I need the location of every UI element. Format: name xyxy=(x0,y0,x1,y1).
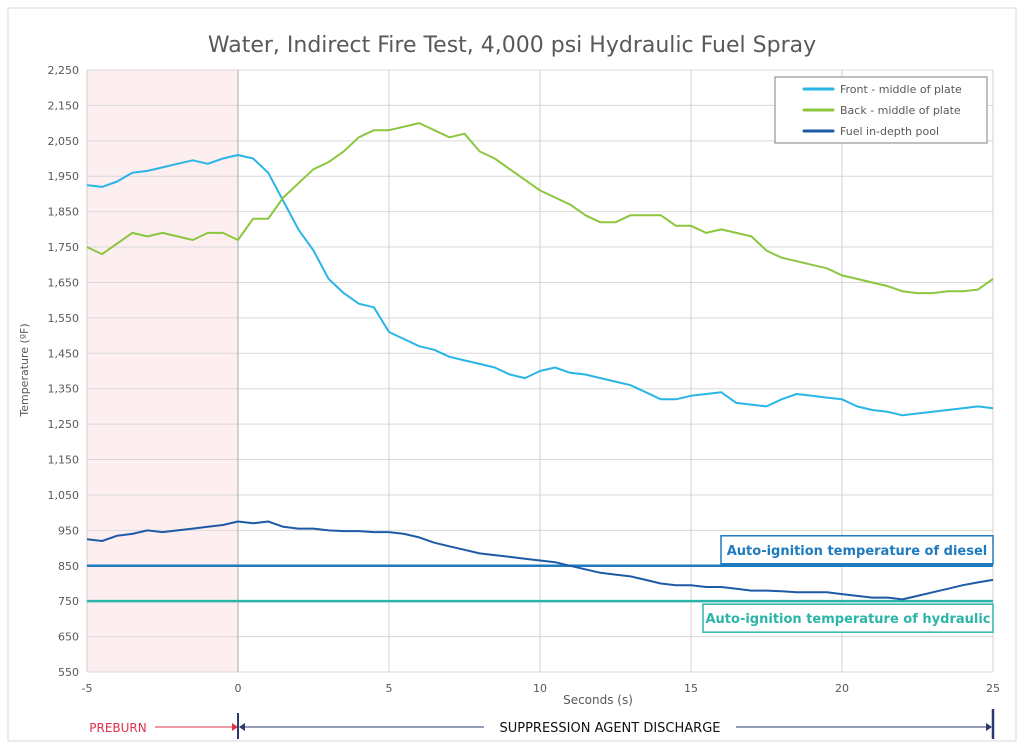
x-tick-label: -5 xyxy=(82,682,93,695)
y-tick-label: 850 xyxy=(58,560,79,573)
discharge-arrowhead-right xyxy=(986,723,992,731)
y-tick-label: 550 xyxy=(58,666,79,679)
reference-label: Auto-ignition temperature of hydraulic xyxy=(705,612,990,627)
preburn-label: PREBURN xyxy=(89,721,147,735)
reference-label: Auto-ignition temperature of diesel xyxy=(727,544,988,559)
preburn-arrowhead xyxy=(232,723,238,731)
x-tick-label: 25 xyxy=(986,682,1000,695)
reference-label-box xyxy=(702,603,994,633)
y-tick-label: 750 xyxy=(58,595,79,608)
discharge-label: SUPPRESSION AGENT DISCHARGE xyxy=(499,721,720,736)
legend-label: Fuel in-depth pool xyxy=(840,125,939,138)
reference-label-box xyxy=(720,535,994,565)
x-axis-label: Seconds (s) xyxy=(563,693,633,707)
y-tick-label: 1,350 xyxy=(48,383,80,396)
y-tick-label: 2,250 xyxy=(48,64,80,77)
y-tick-label: 2,150 xyxy=(48,99,80,112)
legend-label: Front - middle of plate xyxy=(840,83,962,96)
y-tick-label: 2,050 xyxy=(48,135,80,148)
y-tick-label: 950 xyxy=(58,524,79,537)
y-tick-label: 1,050 xyxy=(48,489,80,502)
x-tick-label: 5 xyxy=(386,682,393,695)
series-line xyxy=(86,122,994,295)
y-tick-label: 1,750 xyxy=(48,241,80,254)
series-line xyxy=(86,154,994,417)
legend-label: Back - middle of plate xyxy=(840,104,961,117)
chart-title: Water, Indirect Fire Test, 4,000 psi Hyd… xyxy=(208,33,816,58)
y-tick-label: 1,850 xyxy=(48,206,80,219)
x-tick-label: 15 xyxy=(684,682,698,695)
y-axis-label: Temperature (ºF) xyxy=(18,323,31,417)
y-tick-label: 1,150 xyxy=(48,454,80,467)
chart-border xyxy=(7,7,1017,742)
x-tick-label: 20 xyxy=(835,682,849,695)
y-tick-label: 1,450 xyxy=(48,347,80,360)
y-tick-label: 650 xyxy=(58,631,79,644)
y-tick-label: 1,250 xyxy=(48,418,80,431)
x-tick-label: 10 xyxy=(533,682,547,695)
x-tick-label: 0 xyxy=(235,682,242,695)
y-tick-label: 1,550 xyxy=(48,312,80,325)
discharge-arrowhead-left xyxy=(239,723,245,731)
y-tick-label: 1,650 xyxy=(48,276,80,289)
y-tick-label: 1,950 xyxy=(48,170,80,183)
series-line xyxy=(86,520,994,601)
preburn-shade xyxy=(87,70,238,672)
